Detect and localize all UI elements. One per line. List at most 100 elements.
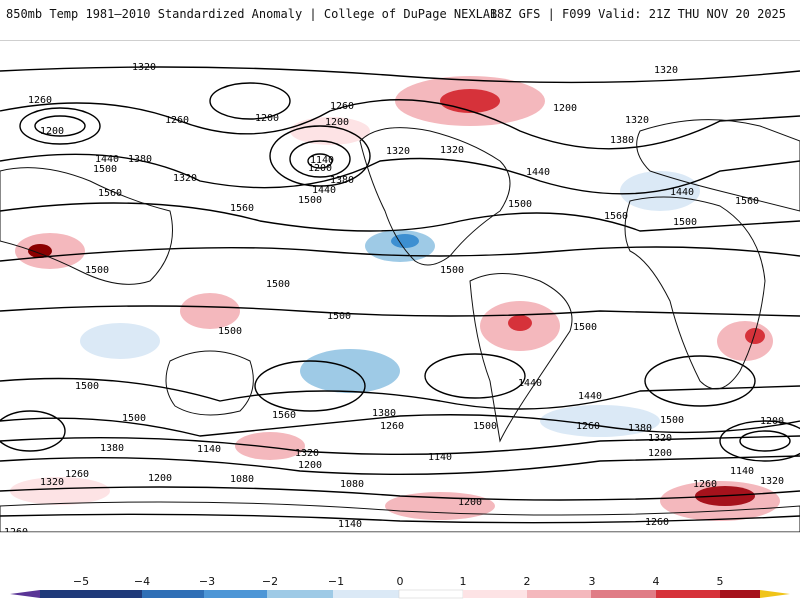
map-title: 850mb Temp 1981–2010 Standardized Anomal… bbox=[6, 7, 498, 21]
contour-high bbox=[644, 355, 756, 407]
contour-label: 1500 bbox=[660, 415, 684, 426]
contour-label: 1500 bbox=[327, 311, 351, 322]
contour-label: 1080 bbox=[340, 479, 364, 490]
colorbar-segment bbox=[591, 590, 656, 598]
anomaly-cool-core-mexico bbox=[391, 234, 419, 248]
colorbar-segment bbox=[142, 590, 204, 598]
contour-label: 1440 bbox=[526, 167, 550, 178]
contour-line bbox=[0, 414, 800, 437]
africa-outline bbox=[624, 196, 766, 390]
contour-label: 1260 bbox=[645, 517, 669, 528]
contour-low bbox=[289, 140, 351, 178]
colorbar-segment bbox=[463, 590, 527, 598]
colorbar-segment bbox=[204, 590, 267, 598]
contour-label: 1560 bbox=[604, 211, 628, 222]
anomaly-warm-east-africa bbox=[717, 321, 773, 361]
contour-label: 1200 bbox=[760, 416, 784, 427]
contour-label: 1440 bbox=[312, 185, 336, 196]
contour-low bbox=[0, 410, 66, 452]
contour-label: 1320 bbox=[40, 477, 64, 488]
contour-label: 1560 bbox=[735, 196, 759, 207]
contour-line bbox=[0, 435, 800, 456]
map-svg: 1320 1320 1260 1260 1200 1200 1260 1200 … bbox=[0, 62, 800, 532]
anomaly-warm-tasman bbox=[235, 432, 305, 460]
anomaly-shading bbox=[10, 76, 780, 521]
contour-label: 1260 bbox=[693, 479, 717, 490]
contour-label: 1200 bbox=[255, 113, 279, 124]
colorbar-tick-label: 1 bbox=[459, 575, 467, 588]
colorbar-tick-label: 5 bbox=[716, 575, 724, 588]
colorbar-segment bbox=[527, 590, 591, 598]
contour-label: 1500 bbox=[85, 265, 109, 276]
anomaly-map: 1320 1320 1260 1260 1200 1200 1260 1200 … bbox=[0, 40, 800, 533]
contour-label: 1380 bbox=[628, 423, 652, 434]
anomaly-pale-cool-indian bbox=[80, 323, 160, 359]
colorbar-segment bbox=[656, 590, 720, 598]
colorbar-tick-label: 4 bbox=[652, 575, 660, 588]
colorbar-segment bbox=[267, 590, 333, 598]
colorbar-segment bbox=[40, 590, 81, 598]
continent-outlines bbox=[0, 119, 800, 532]
contour-label: 1200 bbox=[553, 103, 577, 114]
contour-line bbox=[0, 99, 800, 150]
contour-label: 1080 bbox=[230, 474, 254, 485]
contour-label: 1200 bbox=[40, 126, 64, 137]
contour-high bbox=[424, 353, 526, 399]
anomaly-warm-pacific bbox=[180, 293, 240, 329]
contour-label: 1440 bbox=[578, 391, 602, 402]
contour-label: 1260 bbox=[28, 95, 52, 106]
contour-label: 1140 bbox=[310, 155, 334, 166]
contour-label: 1320 bbox=[760, 476, 784, 487]
contour-low bbox=[719, 420, 800, 462]
contour-label: 1140 bbox=[338, 519, 362, 530]
colorbar-segment bbox=[81, 590, 142, 598]
contour-label: 1560 bbox=[230, 203, 254, 214]
contour-label: 1260 bbox=[65, 469, 89, 480]
anomaly-warm-core-east-africa bbox=[745, 328, 765, 344]
contour-label: 1320 bbox=[173, 173, 197, 184]
contour-label: 1380 bbox=[330, 175, 354, 186]
colorbar-tick-label: 0 bbox=[396, 575, 404, 588]
asia-outline bbox=[0, 167, 173, 285]
australia-outline bbox=[165, 350, 254, 416]
north-america-outline bbox=[359, 127, 511, 266]
contour-label: 1260 bbox=[380, 421, 404, 432]
anomaly-cool-south-pacific bbox=[300, 349, 400, 393]
contour-label: 1320 bbox=[295, 448, 319, 459]
contour-low bbox=[307, 153, 333, 169]
contour-line bbox=[0, 202, 800, 232]
contour-low bbox=[19, 107, 101, 145]
colorbar-arrow-left bbox=[10, 590, 40, 598]
contour-label: 1200 bbox=[458, 497, 482, 508]
contour-label: 1560 bbox=[98, 188, 122, 199]
height-contours bbox=[0, 66, 800, 524]
contour-label: 1560 bbox=[272, 410, 296, 421]
contour-high bbox=[254, 360, 366, 412]
colorbar-segment bbox=[398, 589, 464, 599]
contour-line bbox=[0, 455, 800, 476]
contour-label: 1500 bbox=[298, 195, 322, 206]
contour-low bbox=[739, 430, 791, 452]
anomaly-pale-cool-south-atlantic bbox=[540, 405, 660, 437]
contour-label: 1320 bbox=[654, 65, 678, 76]
eurasia-outline bbox=[636, 119, 800, 212]
contour-label: 1500 bbox=[122, 413, 146, 424]
contour-label: 1500 bbox=[673, 217, 697, 228]
contour-line bbox=[0, 513, 800, 524]
contour-label: 1140 bbox=[730, 466, 754, 477]
colorbar-tick-label: 2 bbox=[523, 575, 531, 588]
contour-label: 1500 bbox=[473, 421, 497, 432]
contour-label: 1320 bbox=[648, 433, 672, 444]
contour-line bbox=[0, 486, 800, 501]
contour-label: 1260 bbox=[330, 101, 354, 112]
contour-label: 1500 bbox=[266, 279, 290, 290]
contour-label: 1500 bbox=[508, 199, 532, 210]
contour-label: 1500 bbox=[218, 326, 242, 337]
contour-line bbox=[0, 305, 800, 317]
colorbar-tick-label: 3 bbox=[588, 575, 596, 588]
antarctica-outline bbox=[0, 501, 800, 532]
contour-line bbox=[0, 153, 800, 195]
anomaly-color-bar bbox=[10, 589, 790, 599]
contour-label: 1320 bbox=[132, 62, 156, 73]
contour-line bbox=[0, 66, 800, 84]
